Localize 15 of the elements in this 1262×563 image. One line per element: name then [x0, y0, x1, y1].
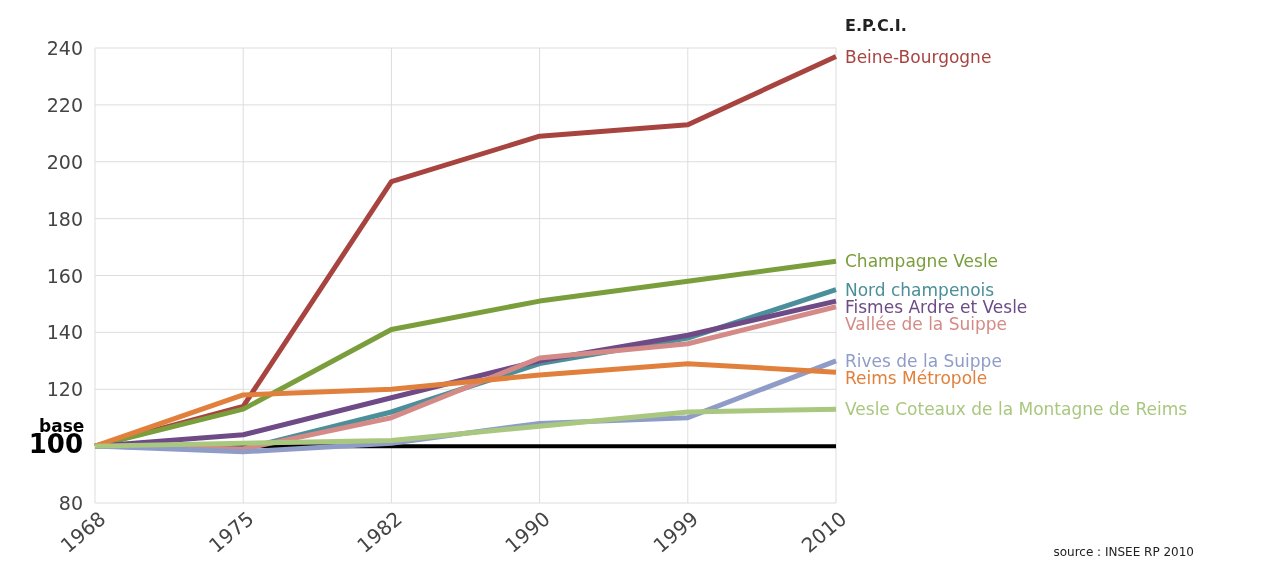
series-label: Nord champenois: [845, 279, 995, 300]
y-tick-label: 80: [58, 492, 83, 514]
y-tick-label: 160: [46, 264, 83, 287]
legend-title: E.P.C.I.: [845, 16, 907, 35]
series-label: Beine-Bourgogne: [845, 46, 992, 67]
series-label: Vesle Coteaux de la Montagne de Reims: [845, 399, 1188, 420]
series-label: Vallée de la Suippe: [845, 313, 1008, 334]
y-tick-label: 200: [46, 150, 83, 173]
y-tick-label: 180: [46, 207, 83, 230]
y-tick-label: 220: [46, 93, 83, 116]
series-label: Champagne Vesle: [845, 251, 999, 272]
source-note: source : INSEE RP 2010: [1053, 545, 1194, 559]
y-tick-label: 120: [46, 378, 83, 401]
y-tick-label: 240: [46, 37, 83, 59]
y-tick-label: 140: [46, 321, 83, 344]
